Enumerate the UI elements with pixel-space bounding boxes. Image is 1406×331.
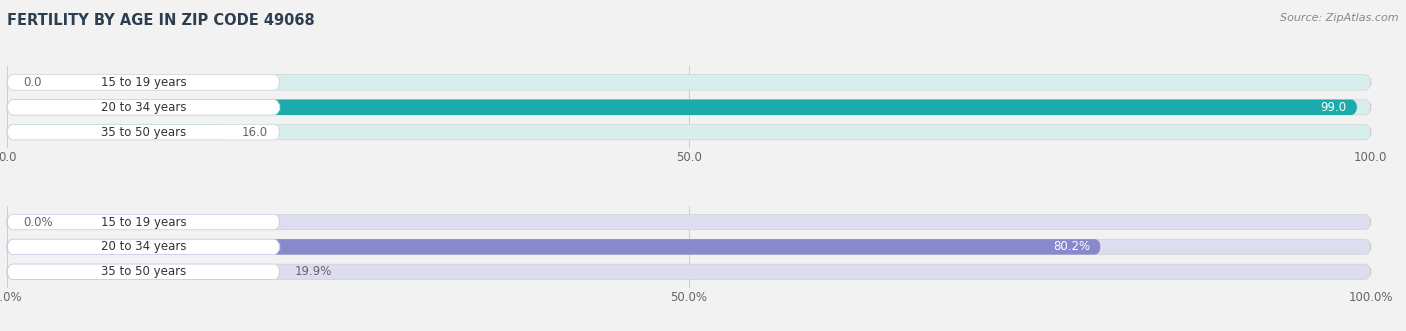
FancyBboxPatch shape [7,264,280,279]
FancyBboxPatch shape [7,100,1371,115]
FancyBboxPatch shape [7,124,225,140]
FancyBboxPatch shape [7,75,280,90]
FancyBboxPatch shape [7,124,280,140]
Text: 0.0%: 0.0% [24,215,53,228]
Text: 80.2%: 80.2% [1053,240,1090,254]
Text: 35 to 50 years: 35 to 50 years [101,126,186,139]
FancyBboxPatch shape [7,239,1371,255]
FancyBboxPatch shape [7,239,1101,255]
Text: 19.9%: 19.9% [295,265,332,278]
FancyBboxPatch shape [7,239,280,255]
Text: 99.0: 99.0 [1320,101,1347,114]
Text: Source: ZipAtlas.com: Source: ZipAtlas.com [1281,13,1399,23]
FancyBboxPatch shape [7,100,1357,115]
Text: 16.0: 16.0 [242,126,267,139]
Text: 20 to 34 years: 20 to 34 years [101,101,186,114]
Text: 35 to 50 years: 35 to 50 years [101,265,186,278]
FancyBboxPatch shape [7,100,280,115]
FancyBboxPatch shape [7,264,278,279]
Text: 20 to 34 years: 20 to 34 years [101,240,186,254]
Text: 15 to 19 years: 15 to 19 years [101,76,186,89]
FancyBboxPatch shape [7,214,1371,230]
FancyBboxPatch shape [7,75,1371,90]
Text: 0.0: 0.0 [24,76,42,89]
FancyBboxPatch shape [7,214,280,230]
Text: FERTILITY BY AGE IN ZIP CODE 49068: FERTILITY BY AGE IN ZIP CODE 49068 [7,13,315,28]
FancyBboxPatch shape [7,264,1371,279]
FancyBboxPatch shape [7,124,1371,140]
Text: 15 to 19 years: 15 to 19 years [101,215,186,228]
